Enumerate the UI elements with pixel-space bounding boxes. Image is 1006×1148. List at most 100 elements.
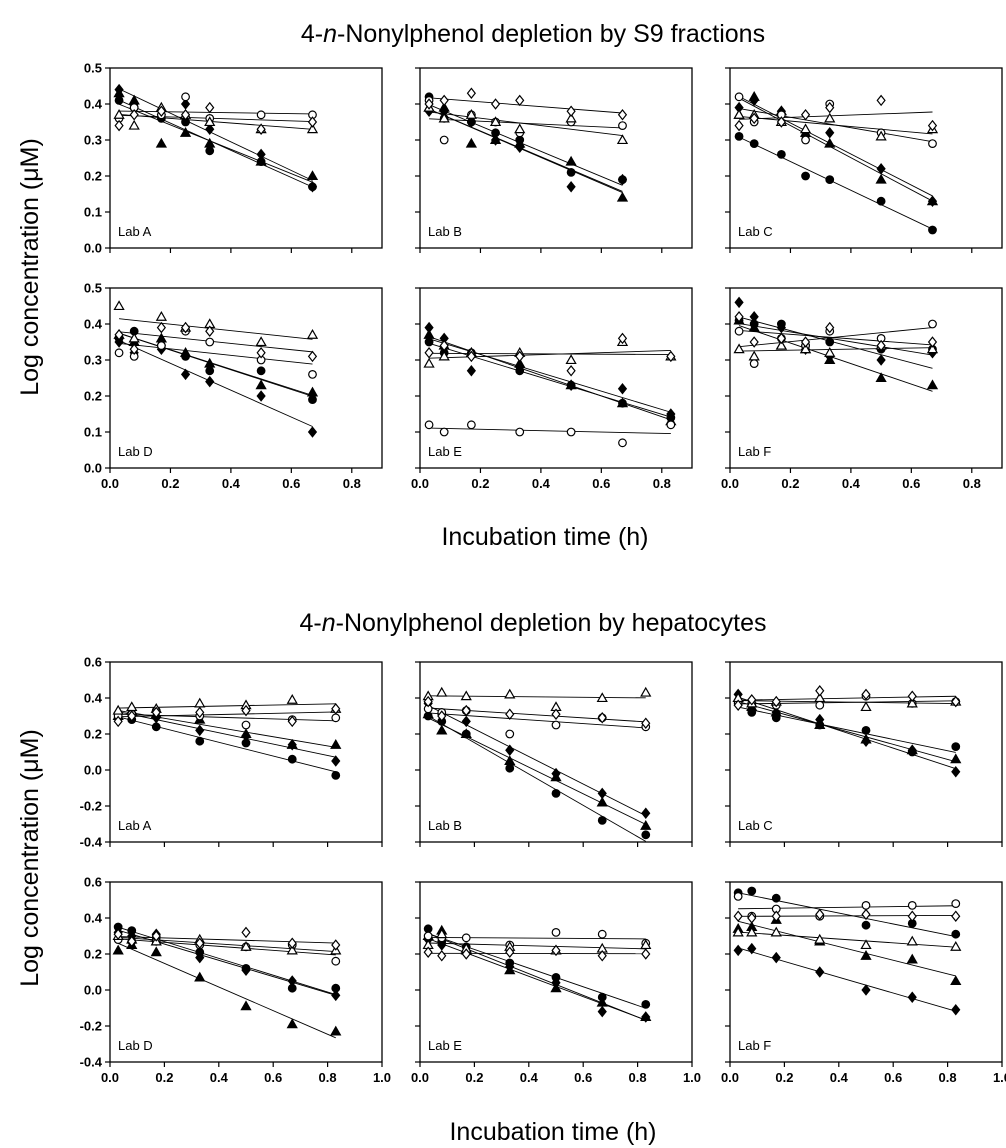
- fit-line-open-diamond: [429, 97, 623, 114]
- point-filled-triangle: [926, 379, 939, 390]
- point-filled-triangle: [155, 137, 168, 148]
- panel-frame: [419, 661, 693, 843]
- y-tick-label: 0.4: [84, 97, 103, 112]
- point-open-circle: [749, 359, 759, 369]
- point-filled-circle: [734, 131, 744, 141]
- point-filled-diamond: [907, 744, 917, 756]
- point-filled-triangle: [422, 708, 434, 719]
- point-open-diamond: [437, 710, 447, 722]
- point-filled-diamond: [307, 426, 318, 438]
- point-open-diamond: [825, 101, 835, 114]
- panel-label: Lab E: [428, 1038, 462, 1053]
- fit-line-filled-diamond: [738, 947, 956, 1012]
- fit-line-filled-diamond: [738, 316, 933, 369]
- y-tick-label: -0.4: [80, 835, 103, 850]
- point-filled-diamond: [114, 336, 124, 348]
- point-open-diamond: [424, 347, 434, 359]
- fit-line-filled-circle: [738, 136, 933, 230]
- point-open-triangle: [565, 354, 577, 365]
- point-open-diamond: [127, 935, 137, 948]
- x-tick-label: 0.6: [592, 476, 610, 491]
- point-open-triangle: [770, 926, 782, 937]
- point-open-triangle: [255, 336, 267, 347]
- point-filled-triangle: [306, 170, 319, 181]
- fit-line-open-diamond: [738, 695, 956, 701]
- point-open-triangle: [112, 704, 124, 715]
- point-filled-circle: [771, 893, 781, 903]
- y-tick-label: 0.4: [84, 317, 103, 332]
- point-open-circle: [461, 933, 471, 943]
- point-filled-diamond: [815, 966, 825, 978]
- point-open-diamond: [256, 123, 266, 135]
- x-tick-label: 0.2: [161, 476, 179, 491]
- point-filled-circle: [747, 886, 757, 896]
- panel-label: Lab C: [738, 818, 773, 833]
- point-open-triangle: [306, 123, 319, 134]
- point-filled-triangle: [860, 949, 872, 960]
- y-tick-label: 0.6: [84, 655, 102, 670]
- point-filled-circle: [551, 789, 561, 798]
- point-open-diamond: [951, 910, 961, 922]
- fit-line-open-triangle: [118, 703, 336, 709]
- point-open-triangle: [875, 130, 887, 141]
- x-tick-label: 0.0: [101, 476, 119, 491]
- panel-s9-lab-f: 0.0 0.2 0.4 0.6 0.8 Lab F: [721, 287, 1003, 491]
- fit-line-open-diamond: [739, 330, 933, 346]
- x-tick-label: 0.6: [884, 1070, 902, 1085]
- point-open-circle: [439, 427, 449, 437]
- point-open-diamond: [180, 109, 191, 121]
- panel-s9-lab-b: Lab B: [415, 67, 693, 253]
- fit-line-filled-diamond: [118, 88, 313, 181]
- x-tick-label: 0.2: [465, 1070, 483, 1085]
- point-open-circle: [801, 135, 810, 145]
- point-open-triangle: [514, 123, 526, 134]
- point-filled-triangle: [255, 379, 267, 390]
- point-open-diamond: [113, 715, 123, 728]
- point-filled-circle: [424, 337, 434, 347]
- point-open-diamond: [331, 703, 341, 715]
- point-filled-diamond: [733, 944, 743, 957]
- point-filled-diamond: [771, 951, 781, 964]
- point-open-circle: [256, 110, 266, 120]
- point-open-triangle: [616, 134, 629, 145]
- point-filled-triangle: [565, 155, 577, 166]
- point-open-circle: [551, 720, 561, 730]
- point-filled-diamond: [114, 83, 124, 96]
- point-filled-triangle: [875, 372, 887, 383]
- point-open-diamond: [617, 109, 628, 121]
- point-filled-triangle: [330, 1025, 342, 1036]
- point-filled-diamond: [776, 321, 786, 334]
- point-open-diamond: [861, 908, 871, 921]
- point-filled-triangle: [640, 819, 652, 830]
- panel-label: Lab A: [118, 818, 152, 833]
- point-open-triangle: [465, 108, 478, 119]
- point-filled-circle: [951, 929, 961, 939]
- point-filled-diamond: [424, 321, 434, 334]
- point-open-triangle: [306, 328, 319, 339]
- point-open-triangle: [775, 339, 788, 350]
- point-open-triangle: [733, 343, 745, 354]
- point-filled-diamond: [331, 755, 341, 767]
- point-open-diamond: [800, 336, 811, 348]
- fit-line-open-circle: [739, 327, 933, 348]
- point-open-circle: [156, 341, 166, 351]
- point-open-circle: [331, 956, 341, 966]
- point-open-triangle: [423, 357, 435, 368]
- point-filled-circle: [801, 171, 810, 181]
- point-filled-triangle: [286, 1018, 298, 1029]
- point-filled-circle: [776, 149, 786, 159]
- x-tick-label: 0.2: [155, 1070, 173, 1085]
- panel-label: Lab E: [428, 444, 462, 459]
- hep-title: 4-n-Nonylphenol depletion by hepatocytes: [300, 609, 767, 637]
- point-filled-diamond: [287, 739, 297, 751]
- point-filled-diamond: [331, 989, 341, 1002]
- fit-line-open-triangle: [119, 113, 313, 130]
- fit-line-open-circle: [738, 905, 956, 910]
- point-filled-circle: [597, 816, 607, 825]
- point-filled-diamond: [825, 127, 835, 139]
- point-open-diamond: [437, 950, 447, 962]
- x-tick-label: 0.0: [721, 1070, 739, 1085]
- point-filled-triangle: [194, 971, 206, 982]
- y-tick-label: 0.4: [84, 911, 103, 926]
- x-tick-label: 0.0: [101, 1070, 119, 1085]
